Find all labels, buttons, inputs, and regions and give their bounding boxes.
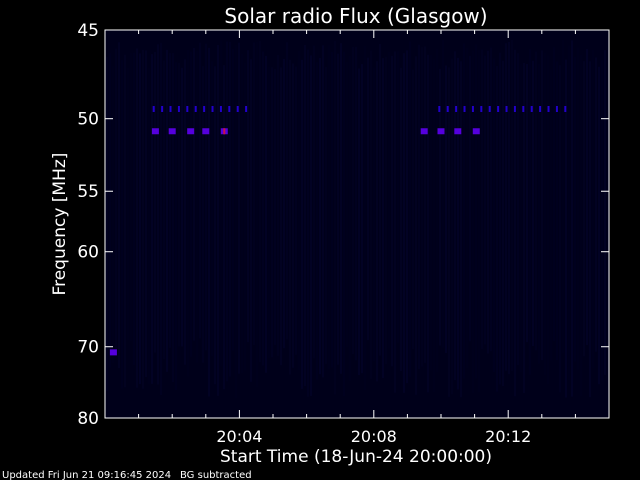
signal-block bbox=[109, 349, 117, 356]
signal-tick bbox=[228, 105, 231, 112]
signal-tick bbox=[555, 105, 558, 112]
signal-tick bbox=[152, 105, 155, 112]
signal-hotspot bbox=[223, 128, 226, 135]
signal-tick bbox=[161, 105, 164, 112]
signal-block bbox=[454, 128, 462, 135]
signal-tick bbox=[488, 105, 491, 112]
signal-tick bbox=[186, 105, 189, 112]
signal-tick bbox=[547, 105, 550, 112]
signal-tick bbox=[463, 105, 466, 112]
y-tick-label: 60 bbox=[77, 243, 99, 263]
signal-block bbox=[472, 128, 480, 135]
chart-title: Solar radio Flux (Glasgow) bbox=[224, 4, 487, 28]
signal-tick bbox=[539, 105, 542, 112]
plot-frame bbox=[104, 29, 610, 419]
signal-tick bbox=[522, 105, 525, 112]
signal-tick bbox=[194, 105, 197, 112]
footer-note: BG subtracted bbox=[180, 470, 252, 480]
signal-tick bbox=[169, 105, 172, 112]
signal-block bbox=[420, 128, 428, 135]
signal-tick bbox=[236, 105, 239, 112]
signal-tick bbox=[513, 105, 516, 112]
signal-block bbox=[168, 128, 176, 135]
signal-tick bbox=[203, 105, 206, 112]
y-tick-label: 50 bbox=[77, 110, 99, 130]
signal-tick bbox=[455, 105, 458, 112]
plot-background bbox=[105, 30, 609, 418]
signal-tick bbox=[505, 105, 508, 112]
x-axis: 20:04 20:08 20:12 bbox=[104, 30, 610, 446]
signal-tick bbox=[177, 105, 180, 112]
signal-tick bbox=[480, 105, 483, 112]
signal-tick bbox=[564, 105, 567, 112]
signal-tick bbox=[438, 105, 441, 112]
signal-block bbox=[151, 128, 159, 135]
x-tick-label: 20:04 bbox=[216, 427, 262, 446]
signal-block bbox=[187, 128, 195, 135]
x-axis-label: Start Time (18-Jun-24 20:00:00) bbox=[220, 447, 492, 467]
y-axis: 45 50 55 60 70 80 bbox=[77, 21, 609, 429]
signal-block bbox=[437, 128, 445, 135]
signal-tick bbox=[219, 105, 222, 112]
signal-tick bbox=[446, 105, 449, 112]
signal-tick bbox=[497, 105, 500, 112]
y-axis-label: Frequency [MHz] bbox=[50, 153, 70, 296]
signal-layer bbox=[109, 105, 567, 356]
x-tick-label: 20:08 bbox=[351, 427, 397, 446]
signal-block bbox=[202, 128, 210, 135]
signal-tick bbox=[471, 105, 474, 112]
y-tick-label: 45 bbox=[77, 21, 99, 41]
y-tick-label: 55 bbox=[77, 182, 99, 202]
x-tick-label: 20:12 bbox=[485, 427, 531, 446]
y-tick-label: 80 bbox=[77, 409, 99, 429]
signal-tick bbox=[245, 105, 248, 112]
plot-area bbox=[105, 30, 609, 418]
signal-tick bbox=[211, 105, 214, 112]
signal-tick bbox=[530, 105, 533, 112]
y-tick-label: 70 bbox=[77, 338, 99, 358]
footer-updated: Updated Fri Jun 21 09:16:45 2024 bbox=[2, 470, 171, 480]
